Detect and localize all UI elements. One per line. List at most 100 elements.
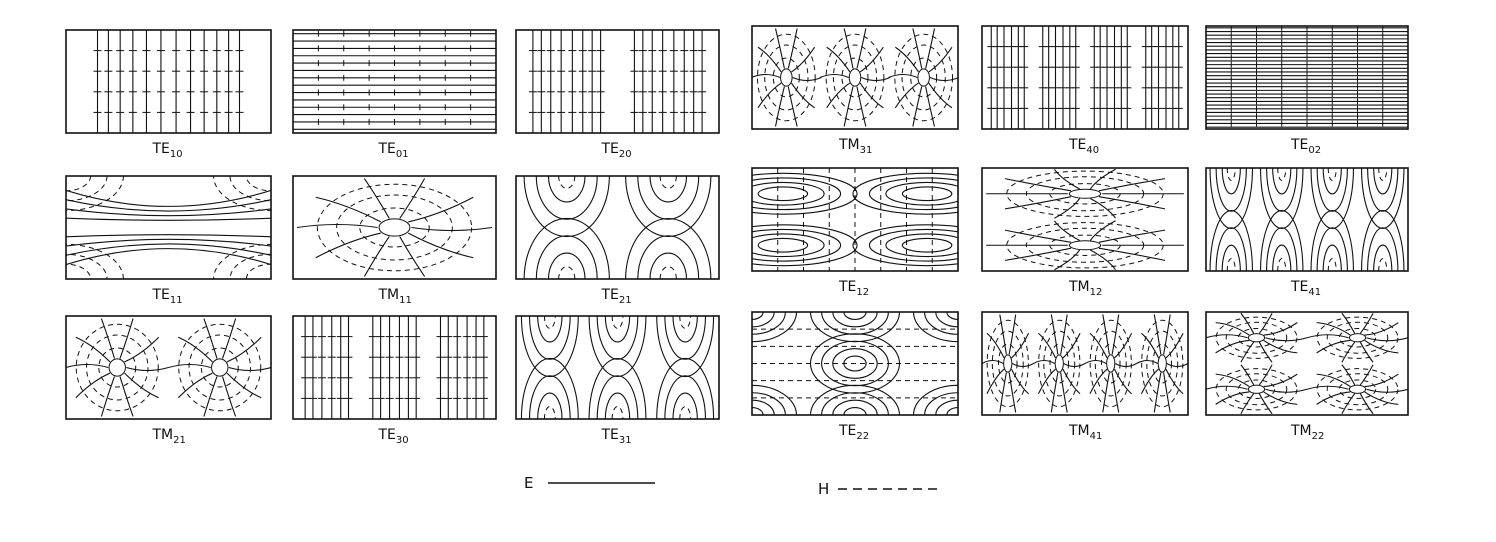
mode-index: 02 xyxy=(1308,145,1321,156)
waveguide-outline xyxy=(1205,167,1409,272)
mode-label: TE20 xyxy=(601,141,632,160)
mode-panel-te40: TE40 xyxy=(981,25,1189,156)
mode-panel-te11: TE11 xyxy=(65,175,272,306)
field-lines xyxy=(293,30,496,130)
mode-index: 31 xyxy=(619,435,632,446)
mode-panel-tm12: TM12 xyxy=(981,167,1189,298)
mode-index: 41 xyxy=(1090,431,1103,442)
mode-index: 21 xyxy=(619,295,632,306)
field-lines xyxy=(523,176,712,279)
mode-label: TE11 xyxy=(152,287,183,306)
mode-index: 12 xyxy=(1090,287,1103,298)
legend: E H xyxy=(524,474,942,498)
mode-panel-te01: TE01 xyxy=(292,29,497,160)
mode-index: 22 xyxy=(856,431,869,442)
mode-type: TE xyxy=(152,141,170,157)
waveguide-outline xyxy=(515,315,720,420)
mode-panel-tm22: TM22 xyxy=(1205,311,1409,442)
mode-panel-te30: TE30 xyxy=(292,315,497,446)
field-lines xyxy=(982,314,1188,413)
mode-label: TM12 xyxy=(1068,279,1102,298)
field-lines xyxy=(520,316,715,419)
waveguide-outline xyxy=(65,175,272,280)
field-lines xyxy=(296,178,493,277)
mode-panel-te02: TE02 xyxy=(1205,25,1409,156)
waveguide-outline xyxy=(751,167,959,272)
mode-type: TE xyxy=(1068,137,1086,153)
mode-index: 11 xyxy=(170,295,183,306)
waveguide-outline xyxy=(292,175,497,280)
mode-type: TE xyxy=(838,279,856,295)
field-lines xyxy=(66,318,271,417)
field-lines xyxy=(1206,26,1408,128)
mode-panel-tm41: TM41 xyxy=(981,311,1189,442)
mode-panel-te10: TE10 xyxy=(65,29,272,160)
mode-label: TM41 xyxy=(1068,423,1102,442)
mode-index: 21 xyxy=(173,435,186,446)
mode-type: TE xyxy=(838,423,856,439)
legend-e-label: E xyxy=(524,474,533,492)
waveguide-outline xyxy=(751,25,959,130)
waveguide-outline xyxy=(65,29,272,134)
mode-index: 41 xyxy=(1308,287,1321,298)
mode-index: 22 xyxy=(1312,431,1325,442)
mode-type: TM xyxy=(378,287,400,303)
waveguide-outline xyxy=(515,29,720,134)
mode-label: TM22 xyxy=(1290,423,1324,442)
mode-label: TE12 xyxy=(838,279,869,298)
mode-label: TE10 xyxy=(152,141,183,160)
field-lines xyxy=(93,30,244,133)
mode-label: TM11 xyxy=(378,287,412,306)
mode-panel-te41: TE41 xyxy=(1205,167,1409,298)
waveguide-outline xyxy=(981,167,1189,272)
mode-label: TE30 xyxy=(378,427,409,446)
field-lines xyxy=(986,168,1184,271)
waveguide-outline xyxy=(981,25,1189,130)
mode-label: TE22 xyxy=(838,423,869,442)
mode-index: 12 xyxy=(856,287,869,298)
field-lines xyxy=(301,316,488,419)
mode-label: TM31 xyxy=(838,137,872,156)
mode-type: TE xyxy=(601,287,619,303)
mode-index: 11 xyxy=(399,295,412,306)
mode-type: TE xyxy=(601,427,619,443)
mode-panel-te31: TE31 xyxy=(515,315,720,446)
mode-type: TM xyxy=(152,427,174,443)
waveguide-outline xyxy=(751,311,959,416)
mode-type: TE xyxy=(378,427,396,443)
mode-type: TM xyxy=(1068,423,1090,439)
waveguide-outline xyxy=(292,315,497,420)
mode-type: TE xyxy=(601,141,619,157)
field-lines xyxy=(528,30,707,133)
field-lines xyxy=(66,176,271,279)
mode-index: 31 xyxy=(860,145,873,156)
field-lines xyxy=(987,26,1183,129)
field-lines xyxy=(752,28,958,127)
mode-panel-te12: TE12 xyxy=(751,167,959,298)
mode-panel-te20: TE20 xyxy=(515,29,720,160)
mode-index: 30 xyxy=(396,435,409,446)
waveguide-outline xyxy=(981,311,1189,416)
mode-type: TE xyxy=(1290,137,1308,153)
mode-type: TM xyxy=(1290,423,1312,439)
mode-label: TE41 xyxy=(1290,279,1321,298)
field-lines xyxy=(1206,312,1408,415)
mode-panel-tm11: TM11 xyxy=(292,175,497,306)
mode-index: 01 xyxy=(396,149,409,160)
waveguide-outline xyxy=(65,315,272,420)
mode-panel-te22: TE22 xyxy=(751,311,959,442)
mode-label: TE02 xyxy=(1290,137,1321,156)
mode-label: TE01 xyxy=(378,141,409,160)
mode-type: TM xyxy=(838,137,860,153)
field-lines xyxy=(1209,168,1405,271)
mode-panel-tm21: TM21 xyxy=(65,315,272,446)
mode-type: TE xyxy=(378,141,396,157)
mode-index: 10 xyxy=(170,149,183,160)
mode-type: TM xyxy=(1068,279,1090,295)
field-lines xyxy=(752,168,958,271)
waveguide-outline xyxy=(1205,311,1409,416)
waveguide-outline xyxy=(292,29,497,134)
mode-panel-tm31: TM31 xyxy=(751,25,959,156)
